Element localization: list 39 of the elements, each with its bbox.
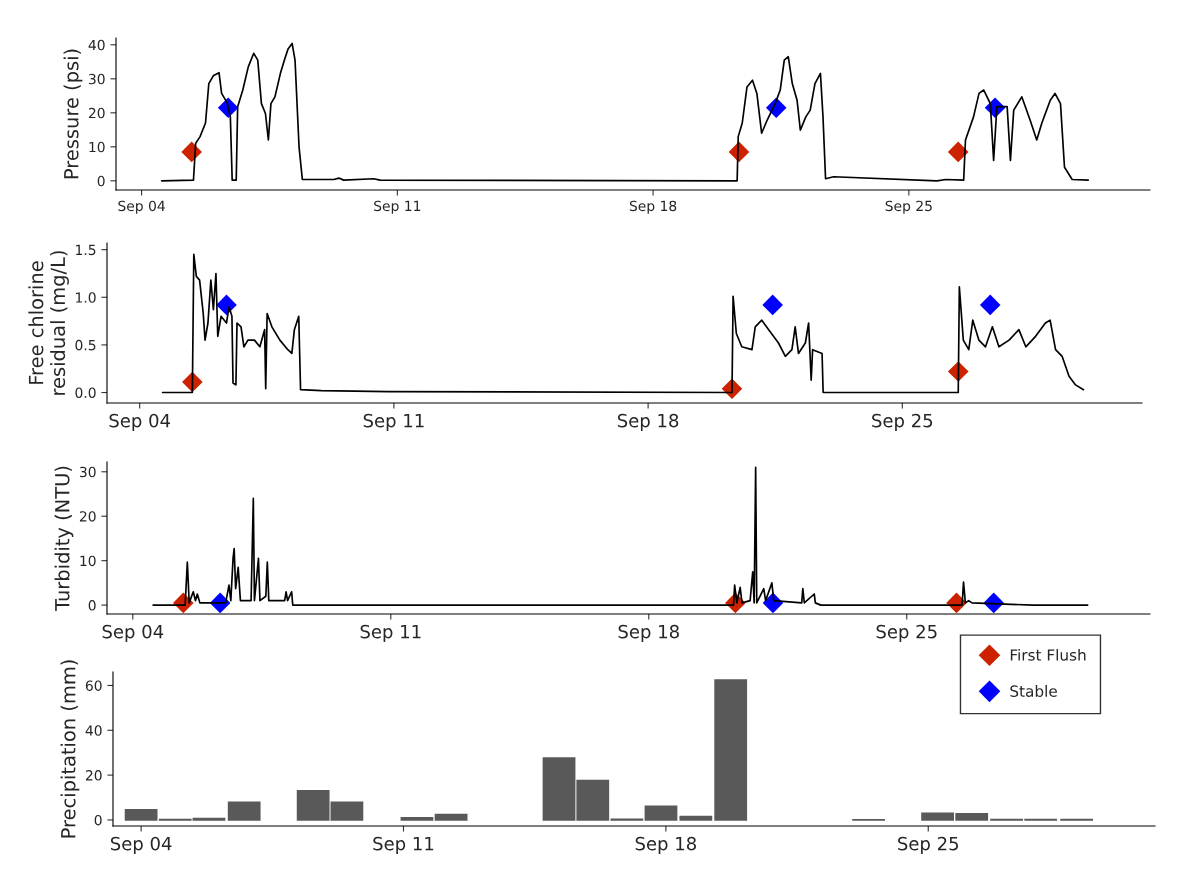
y-tick-label: 30 [79,466,96,478]
y-tick-label: 0 [88,600,96,611]
y-axis-title: Turbidity (NTU) [54,466,74,611]
x-tick-label: Sep 25 [885,200,932,214]
y-axis-title: Precipitation (mm) [60,660,80,838]
x-tick-label: Sep 18 [618,624,679,642]
y-tick-label: 10 [89,141,105,153]
y-tick-label: 40 [85,725,102,736]
x-tick-label: Sep 25 [876,624,937,642]
y-tick-label: 60 [85,680,102,691]
y-tick-label: 0 [94,814,102,826]
y-tick-label: 10 [80,555,96,567]
y-tick-label: 40 [88,39,105,51]
x-tick-label: Sep 11 [363,413,424,431]
legend-label: First Flush [1010,648,1086,661]
y-tick-label: 0 [97,175,105,187]
x-tick-label: Sep 18 [635,836,696,854]
y-tick-label: 0.5 [75,339,96,351]
legend-label: Stable [1010,685,1057,697]
x-tick-label: Sep 04 [109,413,171,431]
x-tick-label: Sep 11 [374,200,421,214]
x-tick-label: Sep 18 [617,413,679,431]
x-tick-label: Sep 18 [629,200,677,214]
x-tick-label: Sep 25 [872,413,933,431]
y-axis-title: Free chlorine residual (mg/L) [28,251,69,395]
x-tick-label: Sep 04 [110,836,172,854]
y-tick-label: 20 [85,770,102,781]
y-tick-label: 20 [79,511,96,522]
y-tick-label: 1.5 [76,244,96,256]
x-tick-label: Sep 04 [118,200,165,214]
y-tick-label: 0.0 [75,387,96,398]
y-tick-label: 1.0 [76,292,96,303]
x-tick-label: Sep 25 [898,836,959,854]
x-tick-label: Sep 04 [102,624,164,642]
y-axis-title: Pressure (psi) [63,49,83,179]
y-tick-label: 20 [88,107,105,119]
y-tick-label: 30 [88,73,105,85]
x-tick-label: Sep 11 [360,624,421,642]
x-tick-label: Sep 11 [373,836,434,854]
